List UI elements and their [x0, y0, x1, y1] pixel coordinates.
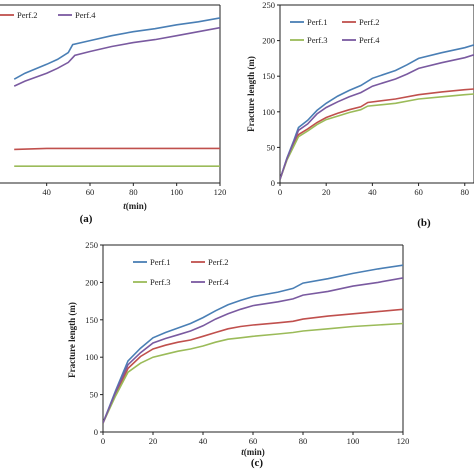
y-tick-label: 150 — [85, 315, 98, 325]
x-axis-title: t(min) — [241, 447, 265, 457]
panel-label: (b) — [417, 217, 431, 229]
x-tick-label: 0 — [278, 187, 282, 197]
legend-entry: Perf.1 — [150, 257, 171, 267]
series-line-perf1 — [13, 17, 220, 80]
legend-entry: Perf.2 — [17, 10, 38, 20]
y-axis-title: Fracture length (m) — [67, 302, 77, 378]
x-tick-label: 60 — [414, 187, 423, 197]
legend: Perf.1 Perf.2 Perf.3 Perf.4 — [290, 17, 380, 45]
x-axis-title-variable: t — [123, 201, 126, 211]
series-line-perf4 — [103, 277, 403, 424]
series-line-perf2 — [103, 308, 403, 424]
legend-entry: Perf.1 — [307, 17, 328, 27]
panel-a-chart: 40 60 80 100 120 Perf.2 Perf.4 t(min) (a) — [0, 4, 227, 225]
y-tick-label: 100 — [262, 107, 275, 117]
x-tick-label: 100 — [170, 187, 183, 197]
y-tick-label: 200 — [262, 36, 275, 46]
x-tick-label: 120 — [397, 436, 410, 446]
series-line-perf1 — [280, 44, 474, 180]
legend-entry: Perf.2 — [359, 17, 380, 27]
y-tick-label: 200 — [85, 277, 98, 287]
series-line-perf2 — [280, 88, 474, 180]
legend: Perf.1 Perf.2 Perf.3 Perf.4 — [133, 257, 229, 287]
y-tick-label: 50 — [90, 390, 99, 400]
legend-entry: Perf.4 — [359, 35, 380, 45]
legend-entry: Perf.2 — [208, 257, 229, 267]
x-tick-label: 80 — [461, 187, 470, 197]
x-tick-label: 20 — [322, 187, 331, 197]
y-tick-label: 0 — [271, 178, 275, 188]
x-tick-label: 0 — [101, 436, 105, 446]
x-axis-title-variable: t — [241, 447, 244, 457]
y-tick-label: 250 — [85, 240, 98, 250]
x-tick-label: 80 — [299, 436, 308, 446]
series-line-perf4 — [280, 54, 474, 180]
y-axis-title: Fracture length (m) — [246, 56, 256, 132]
legend-entry: Perf.4 — [208, 277, 229, 287]
x-tick-label: 40 — [368, 187, 377, 197]
y-tick-label: 250 — [262, 0, 275, 10]
series-line-perf4 — [13, 26, 220, 87]
legend-entry: Perf.3 — [150, 277, 171, 287]
x-axis-title-unit: (min) — [126, 201, 147, 211]
x-axis-title-unit: (min) — [244, 447, 265, 457]
x-axis-title: t(min) — [123, 201, 147, 211]
series-line-perf3 — [103, 322, 403, 424]
legend-entry: Perf.3 — [307, 35, 328, 45]
legend: Perf.2 Perf.4 — [0, 10, 96, 20]
panel-label: (a) — [80, 213, 93, 225]
x-tick-label: 80 — [129, 187, 138, 197]
y-tick-label: 0 — [94, 427, 98, 437]
x-tick-label: 60 — [249, 436, 258, 446]
x-tick-label: 120 — [214, 187, 227, 197]
y-tick-label: 150 — [262, 71, 275, 81]
x-tick-label: 100 — [347, 436, 360, 446]
x-tick-label: 40 — [199, 436, 208, 446]
y-tick-label: 50 — [267, 142, 276, 152]
panel-label: (c) — [251, 457, 264, 469]
x-tick-label: 40 — [42, 187, 51, 197]
series-line-perf3 — [280, 93, 474, 180]
series-group — [103, 264, 403, 424]
series-line-perf2 — [14, 147, 220, 151]
x-tick-label: 20 — [149, 436, 158, 446]
series-line-perf1 — [103, 264, 403, 424]
y-tick-label: 100 — [85, 352, 98, 362]
series-group — [13, 17, 220, 167]
legend-entry: Perf.4 — [75, 10, 96, 20]
series-group — [280, 44, 474, 180]
x-tick-label: 60 — [86, 187, 95, 197]
